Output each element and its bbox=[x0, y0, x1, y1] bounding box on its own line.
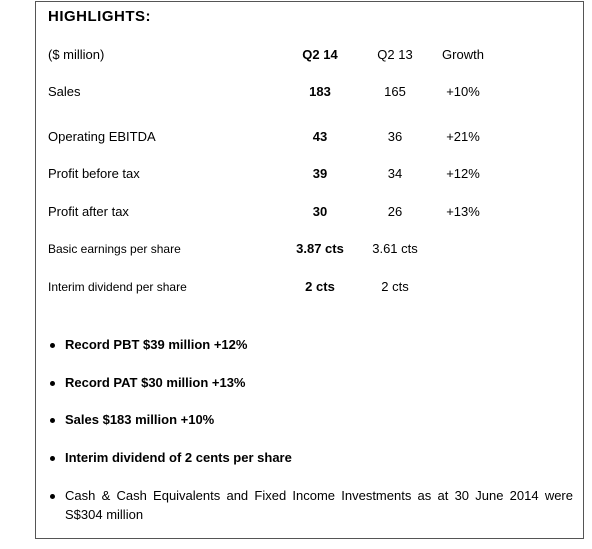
header-cell: Q2 14 bbox=[302, 47, 338, 62]
value-cell: 39 bbox=[312, 166, 328, 181]
value-cell: 26 bbox=[387, 204, 403, 219]
bullet-dot bbox=[50, 418, 55, 423]
row-label: Interim dividend per share bbox=[48, 280, 187, 294]
value-cell: 2 cts bbox=[381, 279, 409, 294]
header-cell: ($ million) bbox=[48, 47, 105, 62]
bullet-dot bbox=[50, 456, 55, 461]
frame bbox=[35, 1, 584, 539]
bullet-text: Cash & Cash Equivalents and Fixed Income… bbox=[65, 488, 573, 522]
bullet-text: Sales $183 million +10% bbox=[65, 412, 215, 427]
value-cell: 183 bbox=[309, 84, 331, 99]
row-label: Profit after tax bbox=[48, 204, 129, 219]
title: HIGHLIGHTS: bbox=[48, 8, 151, 25]
value-cell: +13% bbox=[446, 204, 480, 219]
value-cell: 36 bbox=[387, 129, 403, 144]
value-cell: 3.87 cts bbox=[296, 241, 344, 256]
row-label: Sales bbox=[48, 84, 81, 99]
row-label: Operating EBITDA bbox=[48, 129, 156, 144]
value-cell: +12% bbox=[446, 166, 480, 181]
value-cell: 165 bbox=[384, 84, 406, 99]
bullet-dot bbox=[50, 381, 55, 386]
value-cell: 2 cts bbox=[305, 279, 335, 294]
bullet-text: Interim dividend of 2 cents per share bbox=[65, 450, 292, 465]
value-cell: +10% bbox=[446, 84, 480, 99]
value-cell: 43 bbox=[312, 129, 328, 144]
row-label: Basic earnings per share bbox=[48, 242, 181, 256]
value-cell: 34 bbox=[387, 166, 403, 181]
header-cell: Growth bbox=[442, 47, 484, 62]
bullet-text: Record PAT $30 million +13% bbox=[65, 375, 246, 390]
header-cell: Q2 13 bbox=[377, 47, 413, 62]
bullet-dot bbox=[50, 494, 55, 499]
row-label: Profit before tax bbox=[48, 166, 140, 181]
bullet-text: Record PBT $39 million +12% bbox=[65, 337, 248, 352]
value-cell: +21% bbox=[446, 129, 480, 144]
value-cell: 30 bbox=[312, 204, 328, 219]
value-cell: 3.61 cts bbox=[372, 241, 418, 256]
bullet-dot bbox=[50, 343, 55, 348]
